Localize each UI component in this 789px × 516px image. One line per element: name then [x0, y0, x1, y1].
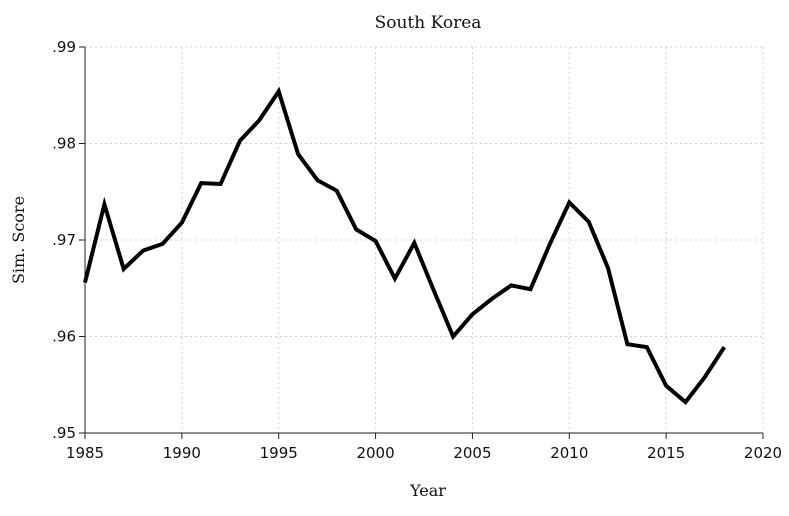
y-tick-label: .98 — [52, 135, 76, 153]
x-tick-label: 1995 — [260, 444, 298, 462]
y-tick-label: .96 — [52, 328, 76, 346]
x-tick-label: 2005 — [453, 444, 491, 462]
series-line — [83, 86, 726, 405]
x-tick-label: 2010 — [550, 444, 588, 462]
chart-title: South Korea — [375, 13, 482, 33]
x-axis-label: Year — [409, 481, 446, 500]
series — [83, 86, 726, 405]
y-tick-label: .99 — [52, 38, 76, 56]
x-tick-label: 2015 — [647, 444, 685, 462]
y-tick-label: .97 — [52, 231, 76, 249]
y-tick-label: .95 — [52, 424, 76, 442]
ticks: .95 .96 .97 .98 .99 1985 1990 1995 2000 2005 2010 2… — [52, 38, 782, 462]
x-tick-label: 1990 — [163, 444, 201, 462]
y-axis-label: Sim. Score — [9, 196, 28, 284]
x-tick-label: 1985 — [66, 444, 104, 462]
x-tick-label: 2020 — [744, 444, 782, 462]
x-tick-label: 2000 — [356, 444, 394, 462]
